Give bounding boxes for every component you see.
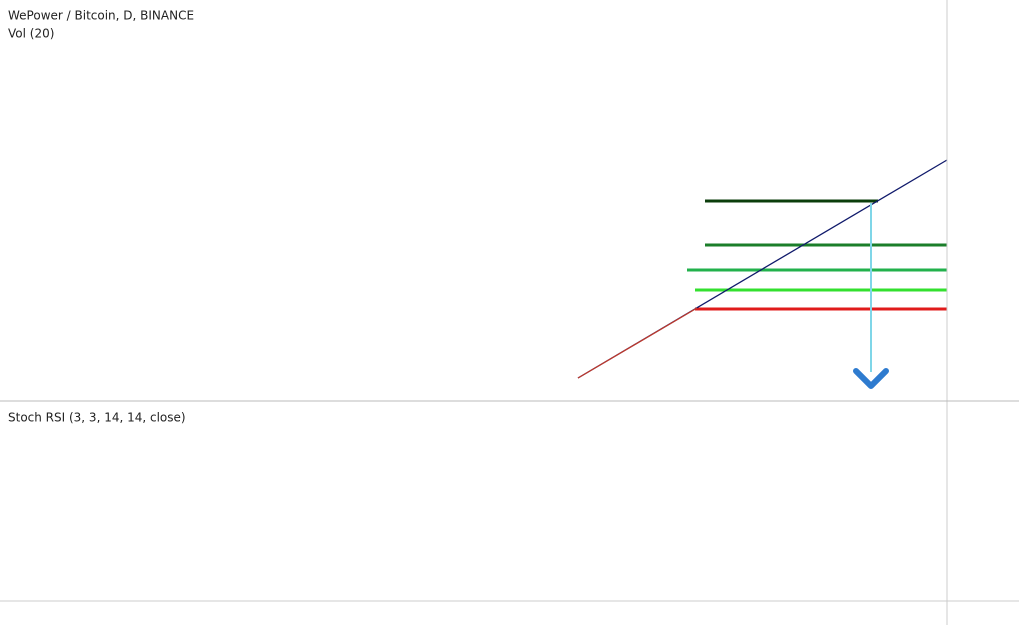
drawings xyxy=(577,159,948,389)
chart-title: WePower / Bitcoin, D, BINANCE xyxy=(8,9,194,23)
arrow-icon xyxy=(853,368,889,389)
indicator-title: Stoch RSI (3, 3, 14, 14, close) xyxy=(8,411,186,425)
trend-line xyxy=(577,307,698,379)
volume-title: Vol (20) xyxy=(8,27,54,41)
